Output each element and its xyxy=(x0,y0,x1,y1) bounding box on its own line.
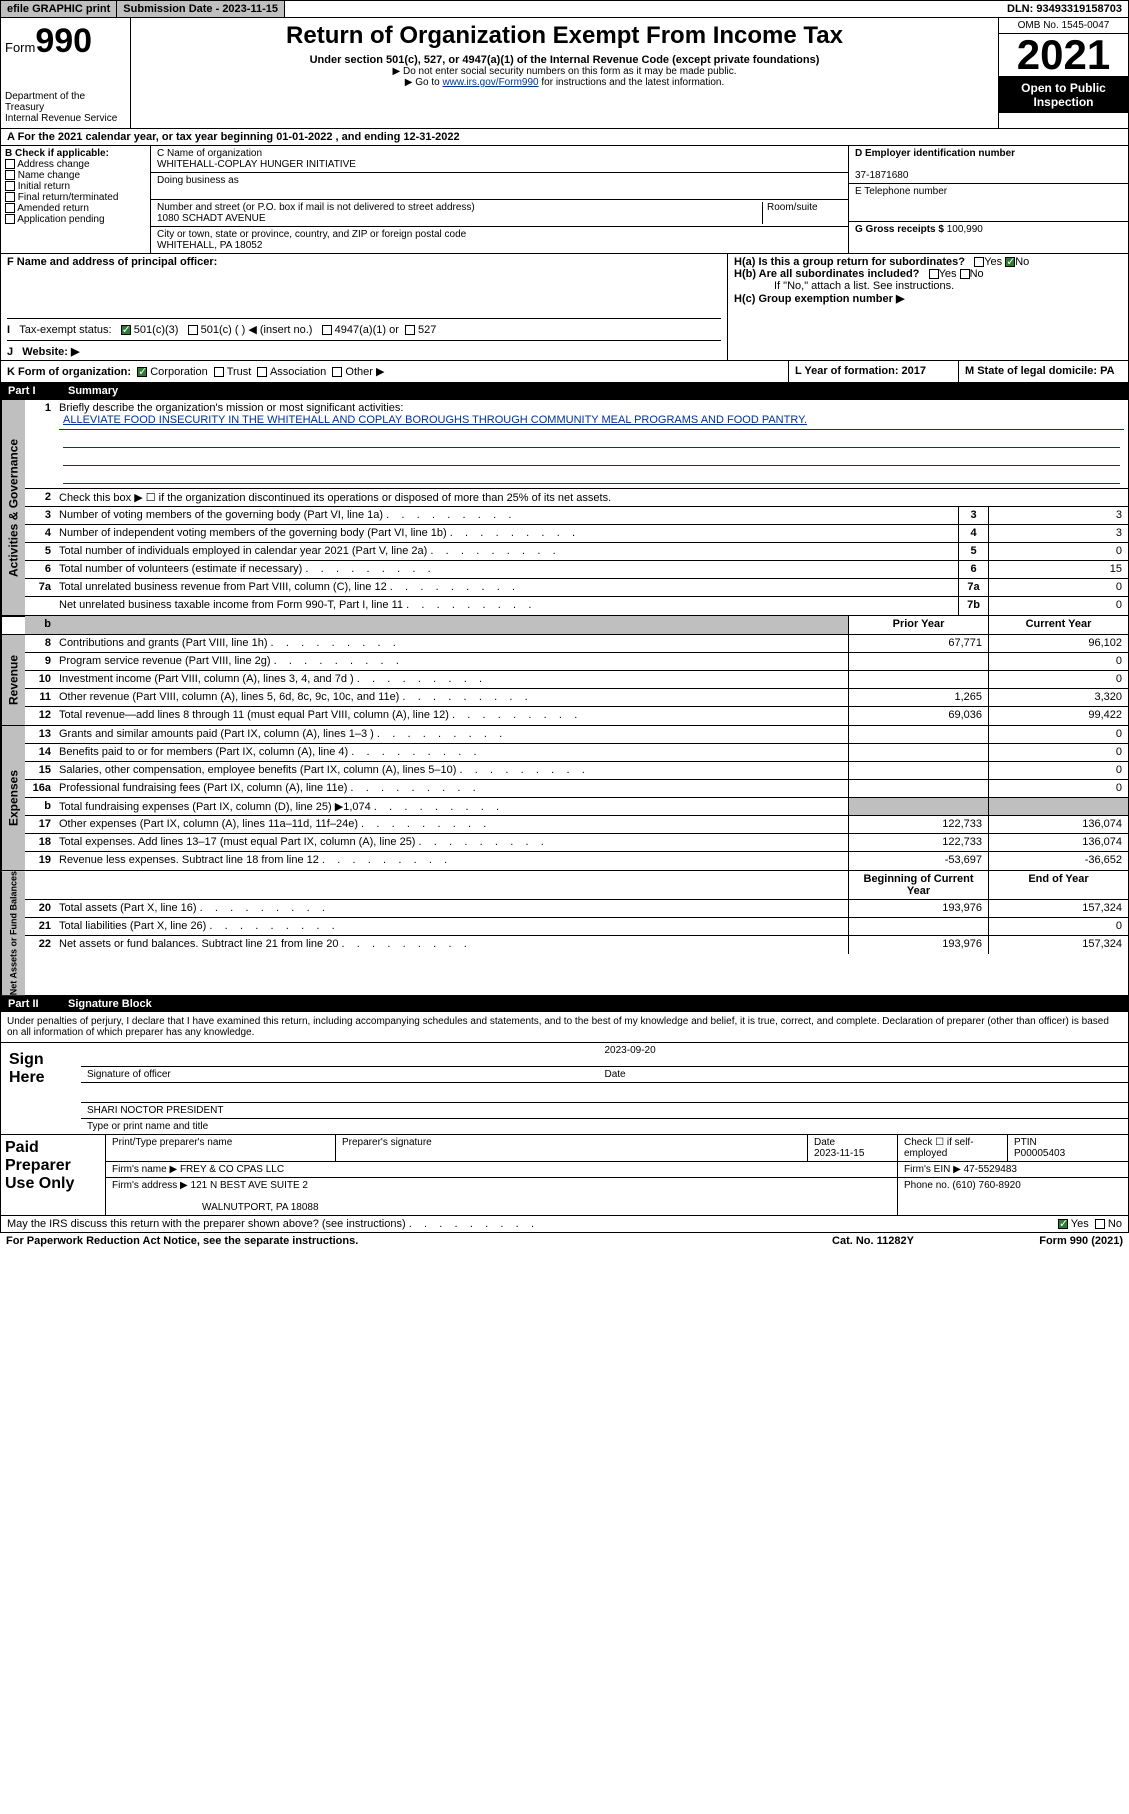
part1-header: Part I Summary xyxy=(0,383,1129,399)
section-b: B Check if applicable: Address change Na… xyxy=(1,146,151,253)
paid-preparer-label: Paid Preparer Use Only xyxy=(1,1135,106,1215)
discuss-row: May the IRS discuss this return with the… xyxy=(0,1216,1129,1233)
section-k: K Form of organization: Corporation Trus… xyxy=(1,361,788,382)
mission-text: ALLEVIATE FOOD INSECURITY IN THE WHITEHA… xyxy=(59,414,1124,430)
form-title: Return of Organization Exempt From Incom… xyxy=(139,22,990,50)
corporation-checkbox[interactable] xyxy=(137,367,147,377)
irs-link[interactable]: www.irs.gov/Form990 xyxy=(442,77,538,88)
sign-here-label: Sign Here xyxy=(1,1043,81,1134)
submission-date: Submission Date - 2023-11-15 xyxy=(117,1,285,17)
table-row: 9Program service revenue (Part VIII, lin… xyxy=(25,653,1128,671)
table-row: 15Salaries, other compensation, employee… xyxy=(25,762,1128,780)
table-row: 18Total expenses. Add lines 13–17 (must … xyxy=(25,834,1128,852)
perjury-declaration: Under penalties of perjury, I declare th… xyxy=(1,1012,1128,1043)
section-c: C Name of organizationWHITEHALL-COPLAY H… xyxy=(151,146,848,253)
efile-print-button[interactable]: efile GRAPHIC print xyxy=(1,1,117,17)
table-row: bTotal fundraising expenses (Part IX, co… xyxy=(25,798,1128,816)
table-row: 12Total revenue—add lines 8 through 11 (… xyxy=(25,707,1128,725)
table-row: 7aTotal unrelated business revenue from … xyxy=(25,579,1128,597)
dln: DLN: 93493319158703 xyxy=(1001,1,1128,17)
expenses-label: Expenses xyxy=(1,726,25,870)
table-row: 3Number of voting members of the governi… xyxy=(25,507,1128,525)
revenue-label: Revenue xyxy=(1,635,25,725)
table-row: 22Net assets or fund balances. Subtract … xyxy=(25,936,1128,954)
section-l: L Year of formation: 2017 xyxy=(788,361,958,382)
section-a: A For the 2021 calendar year, or tax yea… xyxy=(0,129,1129,146)
table-row: 16aProfessional fundraising fees (Part I… xyxy=(25,780,1128,798)
table-row: 17Other expenses (Part IX, column (A), l… xyxy=(25,816,1128,834)
table-row: 21Total liabilities (Part X, line 26)0 xyxy=(25,918,1128,936)
form-header: Form990 Department of the Treasury Inter… xyxy=(0,18,1129,129)
top-bar: efile GRAPHIC print Submission Date - 20… xyxy=(0,0,1129,18)
governance-label: Activities & Governance xyxy=(1,400,25,615)
table-row: 11Other revenue (Part VIII, column (A), … xyxy=(25,689,1128,707)
section-f: F Name and address of principal officer:… xyxy=(1,254,728,360)
section-h: H(a) Is this a group return for subordin… xyxy=(728,254,1128,360)
table-row: 6Total number of volunteers (estimate if… xyxy=(25,561,1128,579)
table-row: 8Contributions and grants (Part VIII, li… xyxy=(25,635,1128,653)
table-row: 4Number of independent voting members of… xyxy=(25,525,1128,543)
open-public-badge: Open to Public Inspection xyxy=(999,77,1128,113)
table-row: 10Investment income (Part VIII, column (… xyxy=(25,671,1128,689)
tax-year: 2021 xyxy=(999,34,1128,77)
group-return-no-checkbox[interactable] xyxy=(1005,257,1015,267)
section-d: D Employer identification number37-18716… xyxy=(848,146,1128,253)
table-row: 20Total assets (Part X, line 16)193,9761… xyxy=(25,900,1128,918)
table-row: 5Total number of individuals employed in… xyxy=(25,543,1128,561)
table-row: 14Benefits paid to or for members (Part … xyxy=(25,744,1128,762)
501c3-checkbox[interactable] xyxy=(121,325,131,335)
discuss-yes-checkbox[interactable] xyxy=(1058,1219,1068,1229)
section-m: M State of legal domicile: PA xyxy=(958,361,1128,382)
table-row: 13Grants and similar amounts paid (Part … xyxy=(25,726,1128,744)
table-row: Net unrelated business taxable income fr… xyxy=(25,597,1128,615)
part2-header: Part II Signature Block xyxy=(0,996,1129,1012)
netassets-label: Net Assets or Fund Balances xyxy=(1,871,25,995)
table-row: 19Revenue less expenses. Subtract line 1… xyxy=(25,852,1128,870)
